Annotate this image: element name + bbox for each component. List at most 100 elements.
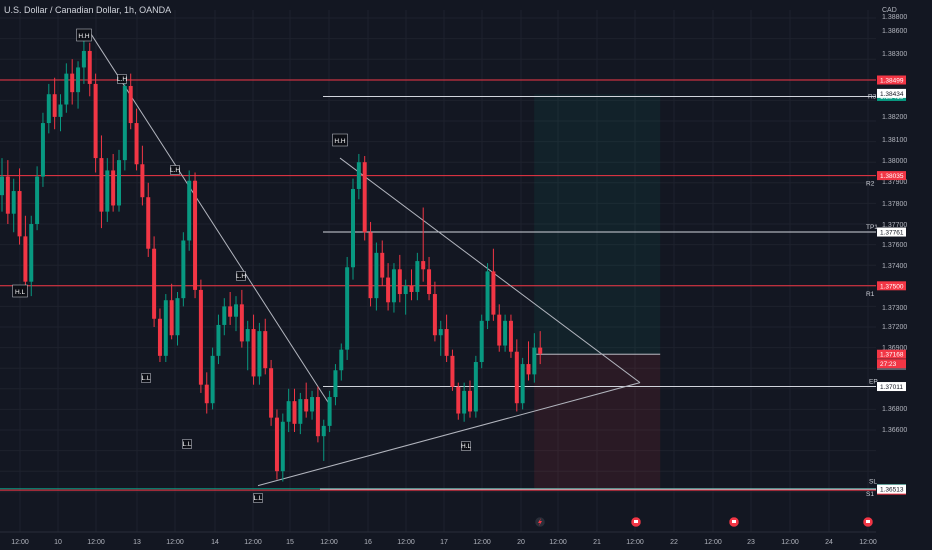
candle-body[interactable]: [11, 191, 16, 214]
candle-body[interactable]: [391, 269, 396, 303]
candle-body[interactable]: [421, 261, 426, 270]
candle-body[interactable]: [134, 123, 139, 165]
candle-body[interactable]: [286, 401, 291, 422]
candle-body[interactable]: [345, 267, 350, 350]
candle-body[interactable]: [193, 180, 198, 290]
candle-body[interactable]: [99, 158, 104, 212]
candle-body[interactable]: [351, 188, 355, 268]
candle-body[interactable]: [23, 236, 28, 282]
candle-body[interactable]: [228, 306, 233, 317]
candle-body[interactable]: [415, 261, 420, 292]
candle-body[interactable]: [427, 269, 432, 295]
candle-body[interactable]: [432, 294, 437, 336]
candle-body[interactable]: [333, 370, 338, 398]
candle-body[interactable]: [210, 355, 215, 404]
price-label[interactable]: 1.38434: [877, 88, 906, 98]
price-label[interactable]: 1.37500: [877, 281, 906, 291]
candle-body[interactable]: [339, 349, 344, 371]
candle-body[interactable]: [17, 191, 22, 237]
candle-body[interactable]: [40, 123, 45, 177]
candle-body[interactable]: [485, 271, 490, 321]
candle-body[interactable]: [479, 320, 484, 363]
candle-body[interactable]: [497, 314, 502, 346]
candle-body[interactable]: [122, 85, 127, 161]
candle-body[interactable]: [304, 399, 309, 412]
flag-icon[interactable]: [630, 516, 642, 528]
candle-body[interactable]: [76, 67, 81, 93]
candle-body[interactable]: [64, 73, 69, 105]
candle-body[interactable]: [140, 164, 145, 198]
candle-body[interactable]: [128, 85, 133, 124]
price-label[interactable]: 1.37168: [877, 349, 906, 359]
candle-body[interactable]: [46, 94, 51, 124]
candle-body[interactable]: [380, 252, 385, 278]
candle-body[interactable]: [520, 364, 525, 404]
candle-body[interactable]: [70, 73, 75, 93]
candle-body[interactable]: [298, 399, 303, 424]
lightning-icon[interactable]: [534, 516, 546, 528]
candle-body[interactable]: [473, 362, 478, 412]
candle-body[interactable]: [397, 269, 402, 295]
candle-body[interactable]: [257, 331, 262, 377]
candle-body[interactable]: [234, 304, 238, 317]
flag-icon[interactable]: [862, 516, 874, 528]
candle-body[interactable]: [409, 285, 414, 292]
candle-body[interactable]: [403, 285, 408, 295]
candle-body[interactable]: [292, 401, 297, 424]
candle-body[interactable]: [526, 364, 531, 375]
candle-body[interactable]: [245, 329, 250, 342]
candle-body[interactable]: [5, 176, 10, 214]
candle-body[interactable]: [29, 224, 34, 282]
candle-body[interactable]: [386, 277, 391, 303]
candle-body[interactable]: [181, 240, 186, 299]
candle-body[interactable]: [514, 351, 519, 404]
candle-body[interactable]: [362, 162, 367, 233]
candle-body[interactable]: [163, 300, 168, 356]
candle-body[interactable]: [315, 397, 320, 437]
candle-body[interactable]: [280, 421, 285, 472]
candle-body[interactable]: [198, 289, 203, 385]
candle-body[interactable]: [58, 104, 63, 117]
candle-body[interactable]: [491, 271, 496, 315]
candle-body[interactable]: [310, 397, 315, 412]
price-label[interactable]: 1.37011: [877, 382, 906, 392]
candle-body[interactable]: [356, 162, 361, 189]
candle-body[interactable]: [450, 355, 455, 387]
candle-body[interactable]: [187, 180, 192, 241]
candle-body[interactable]: [35, 176, 40, 224]
candle-body[interactable]: [169, 300, 174, 336]
candle-body[interactable]: [456, 386, 461, 414]
candle-body[interactable]: [368, 232, 373, 299]
candle-body[interactable]: [81, 50, 86, 68]
candle-body[interactable]: [538, 347, 543, 354]
trendline[interactable]: [339, 157, 641, 384]
candle-body[interactable]: [216, 324, 221, 356]
candle-body[interactable]: [462, 390, 467, 414]
candle-body[interactable]: [93, 83, 98, 159]
price-label[interactable]: 1.38499: [877, 75, 906, 85]
candle-body[interactable]: [117, 160, 121, 206]
candle-body[interactable]: [146, 197, 151, 249]
candle-body[interactable]: [105, 170, 110, 212]
candle-body[interactable]: [175, 298, 180, 336]
price-label[interactable]: 1.38035: [877, 171, 906, 181]
candle-body[interactable]: [111, 170, 116, 206]
candle-body[interactable]: [239, 304, 244, 342]
candle-body[interactable]: [204, 384, 209, 404]
candle-body[interactable]: [374, 252, 379, 299]
candle-body[interactable]: [87, 50, 92, 84]
price-label[interactable]: 1.37761: [877, 227, 906, 237]
candle-body[interactable]: [52, 94, 57, 117]
candle-body[interactable]: [532, 347, 537, 375]
candle-body[interactable]: [468, 390, 472, 412]
candle-body[interactable]: [327, 397, 332, 426]
trendline[interactable]: [257, 382, 641, 487]
flag-icon[interactable]: [728, 516, 740, 528]
candle-body[interactable]: [438, 329, 443, 336]
price-label[interactable]: 1.36513: [877, 484, 906, 494]
candle-body[interactable]: [321, 425, 326, 437]
candle-body[interactable]: [222, 306, 227, 325]
candle-body[interactable]: [503, 320, 508, 346]
candle-body[interactable]: [269, 368, 274, 418]
